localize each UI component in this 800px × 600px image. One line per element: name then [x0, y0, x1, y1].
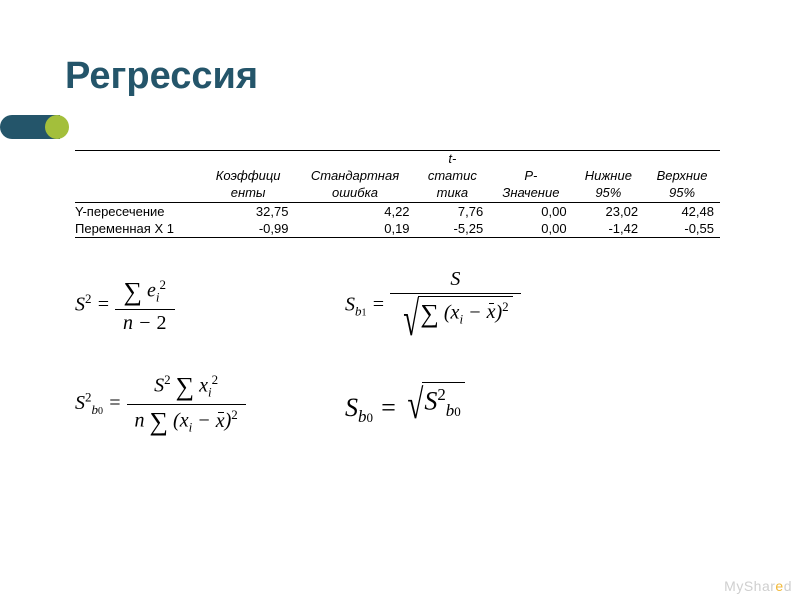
row1-v2: -5,25 — [416, 220, 490, 238]
row1-label: Переменная X 1 — [75, 220, 202, 238]
watermark: MyShared — [724, 578, 792, 594]
accent-bar-mask — [60, 115, 800, 139]
col-low-l2: 95% — [573, 185, 644, 202]
col-low-l1: Нижние — [573, 168, 644, 185]
row0-v2: 7,76 — [416, 202, 490, 220]
row0-v4: 23,02 — [573, 202, 644, 220]
formulas-region: S2 = ∑ ei2 n − 2 Sb1 = S √ ∑ (xi − x)2 — [75, 268, 750, 437]
col-coef-l1: Коэффици — [202, 168, 295, 185]
row0-v3: 0,00 — [489, 202, 572, 220]
page-title: Регрессия — [65, 55, 800, 98]
row0-v0: 32,75 — [202, 202, 295, 220]
row0-label: Y-пересечение — [75, 202, 202, 220]
row1-v1: 0,19 — [294, 220, 415, 238]
accent-dot — [45, 115, 69, 139]
col-up-l1: Верхние — [644, 168, 720, 185]
col-se-l2: ошибка — [294, 185, 415, 202]
col-tstat-l1: t- — [416, 151, 490, 168]
formula-sb0: Sb0 = √ S2b0 — [345, 382, 465, 427]
row1-v5: -0,55 — [644, 220, 720, 238]
regression-table: t- Коэффици Стандартная статис P- Нижние… — [75, 150, 720, 238]
col-up-l2: 95% — [644, 185, 720, 202]
row0-v5: 42,48 — [644, 202, 720, 220]
col-tstat-l2: статис — [416, 168, 490, 185]
formula-s2: S2 = ∑ ei2 n − 2 — [75, 277, 325, 335]
formula-sb1: Sb1 = S √ ∑ (xi − x)2 — [345, 268, 521, 344]
table-row: Y-пересечение 32,75 4,22 7,76 0,00 23,02… — [75, 202, 720, 220]
col-p-l1: P- — [489, 168, 572, 185]
row1-v4: -1,42 — [573, 220, 644, 238]
col-se-l1: Стандартная — [294, 168, 415, 185]
row0-v1: 4,22 — [294, 202, 415, 220]
row1-v3: 0,00 — [489, 220, 572, 238]
col-tstat-l3: тика — [416, 185, 490, 202]
row1-v0: -0,99 — [202, 220, 295, 238]
table-row: Переменная X 1 -0,99 0,19 -5,25 0,00 -1,… — [75, 220, 720, 238]
col-p-l2: Значение — [489, 185, 572, 202]
formula-sb0-sq: S2b0 = S2 ∑ xi2 n ∑ (xi − x)2 — [75, 372, 325, 437]
col-coef-l2: енты — [202, 185, 295, 202]
